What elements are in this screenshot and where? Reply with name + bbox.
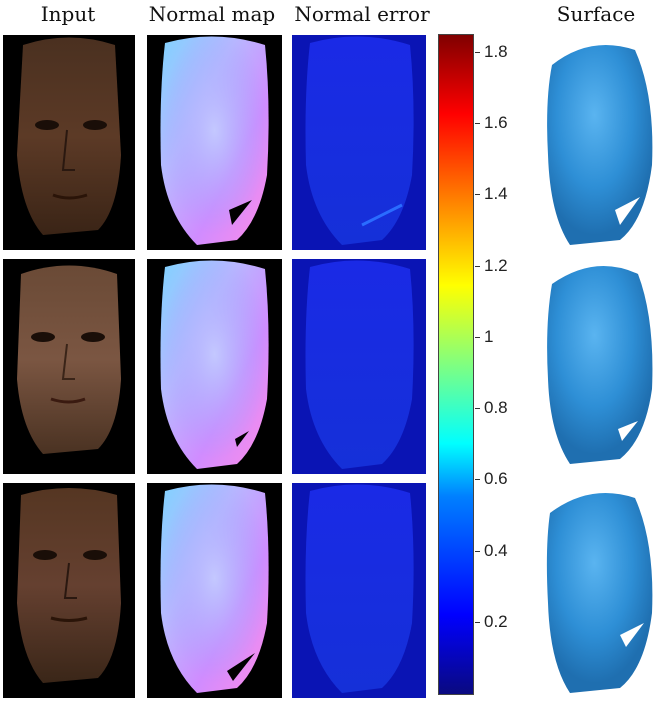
normal-error-row-1 [292, 35, 426, 250]
normal-error-row-2 [292, 259, 426, 474]
input-image-row-1 [3, 35, 135, 250]
normal-error-row-3 [292, 483, 426, 698]
colorbar-tick [475, 51, 480, 53]
normal-map-row-3 [147, 483, 282, 698]
colorbar-tick [475, 123, 480, 125]
colorbar-tick [475, 479, 480, 481]
colorbar-tick-label: 1 [484, 326, 494, 346]
colorbar-tick-label: 0.2 [484, 611, 508, 631]
surface-row-1 [540, 35, 660, 250]
normal-map-row-2 [147, 259, 282, 474]
colorbar-tick-label: 1.8 [484, 41, 508, 61]
input-image-row-3 [3, 483, 135, 698]
surface-row-3 [540, 483, 660, 698]
colorbar-tick [475, 336, 480, 338]
colorbar-tick [475, 621, 480, 623]
surface-row-2 [540, 259, 660, 474]
colorbar-tick-label: 0.8 [484, 398, 508, 418]
title-surface: Surface [556, 2, 636, 26]
colorbar-tick [475, 408, 480, 410]
title-normal-map: Normal map [148, 2, 276, 26]
colorbar-tick-label: 1.2 [484, 255, 508, 275]
input-image-row-2 [3, 259, 135, 474]
title-input: Input [40, 2, 96, 26]
normal-map-row-1 [147, 35, 282, 250]
colorbar-tick-label: 1.4 [484, 184, 508, 204]
colorbar-tick-label: 0.6 [484, 469, 508, 489]
error-colorbar [438, 34, 474, 695]
colorbar-tick-label: 0.4 [484, 540, 508, 560]
colorbar-tick [475, 194, 480, 196]
colorbar-tick [475, 265, 480, 267]
colorbar-tick [475, 550, 480, 552]
colorbar-tick-label: 1.6 [484, 113, 508, 133]
title-normal-error: Normal error [294, 2, 430, 26]
